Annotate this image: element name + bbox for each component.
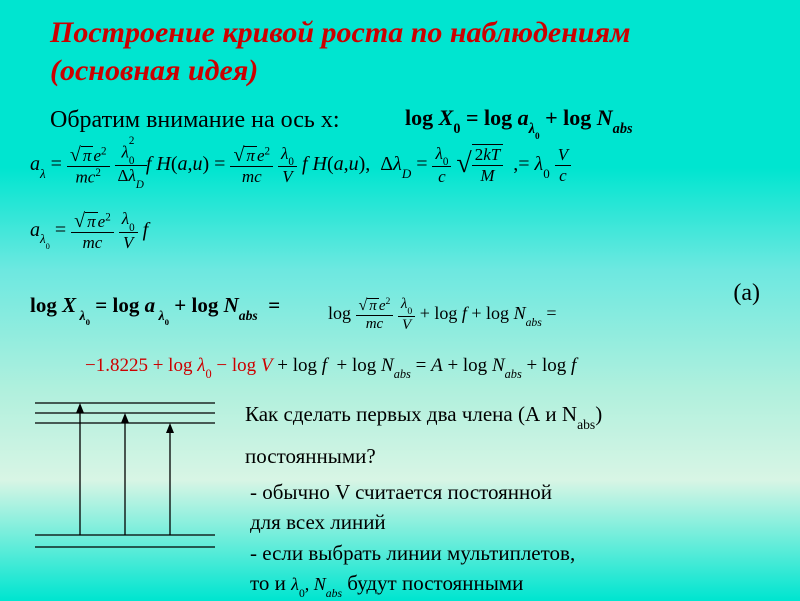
eq-a-lambda0: aλ0 = √πe2 mc λ0 V f [30,210,148,253]
question-line1: Как сделать первых два члена (А и Nabs) [245,400,775,432]
eq-logX-expanded-rhs: log √πe2 mc λ0 V + log f + log Nabs = [328,296,556,334]
bullet-2: - если выбрать линии мультиплетов, [245,539,775,567]
eq-final: −1.8225 + log λ0 − log V + log f + log N… [85,355,576,380]
intro-text: Обратим внимание на ось х: [50,107,340,134]
explanation-block: Как сделать первых два члена (А и Nabs) … [245,400,775,601]
bullet-1b: для всех линий [245,508,775,536]
bullet-1: - обычно V считается постоянной [245,478,775,506]
eq-logX0-top: log X0 = log aλ0 + log Nabs [405,105,633,137]
eq-logX-expanded-lhs: log X λ0 = log a λ0 + log Nabs = [30,293,280,323]
bullet-2b: то и λ0, Nabs будут постоянными [245,569,775,599]
energy-level-diagram [30,395,220,560]
eq-a-lambda: aλ = √πe2 mc2 λ02 ΔλD f H(a,u) = √πe2 mc… [30,142,571,189]
question-line2: постоянными? [245,442,775,470]
eq-label-a: (а) [733,280,760,307]
slide-title: Построение кривой роста по наблюдениям (… [0,0,800,89]
